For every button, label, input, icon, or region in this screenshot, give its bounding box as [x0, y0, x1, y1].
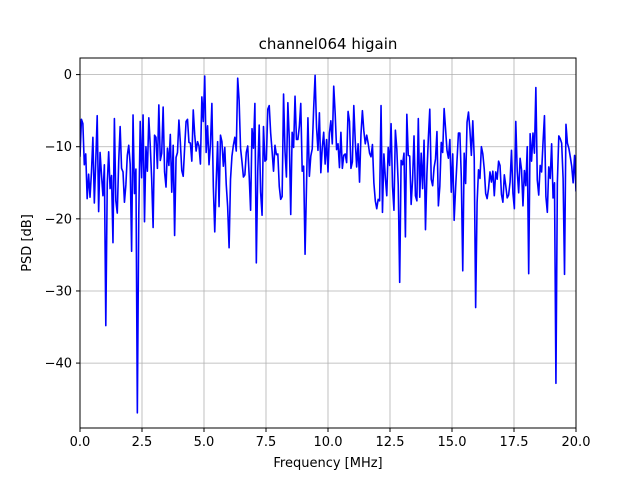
psd-series-line	[80, 74, 576, 414]
axis-ticks: 0.0 2.5 5.0 7.5 10.0 12.5 15.0 17.5 20.0 0 −10 −20 −…	[45, 68, 591, 450]
y-tick-label: −10	[45, 140, 72, 155]
chart-title: channel064 higain	[259, 35, 398, 53]
x-tick-label: 20.0	[562, 435, 591, 450]
x-tick-label: 10.0	[314, 435, 343, 450]
x-tick-label: 15.0	[438, 435, 467, 450]
x-tick-label: 0.0	[70, 435, 91, 450]
x-tick-label: 12.5	[376, 435, 405, 450]
x-axis-label: Frequency [MHz]	[273, 456, 382, 471]
y-axis-label: PSD [dB]	[20, 214, 35, 272]
y-tick-label: −40	[45, 357, 72, 372]
x-tick-label: 5.0	[194, 435, 215, 450]
x-tick-label: 2.5	[132, 435, 153, 450]
y-tick-label: −20	[45, 212, 72, 227]
y-tick-label: −30	[45, 284, 72, 299]
x-tick-label: 7.5	[256, 435, 277, 450]
y-tick-label: 0	[64, 68, 72, 83]
psd-series-layer	[80, 74, 576, 414]
x-tick-label: 17.5	[500, 435, 529, 450]
